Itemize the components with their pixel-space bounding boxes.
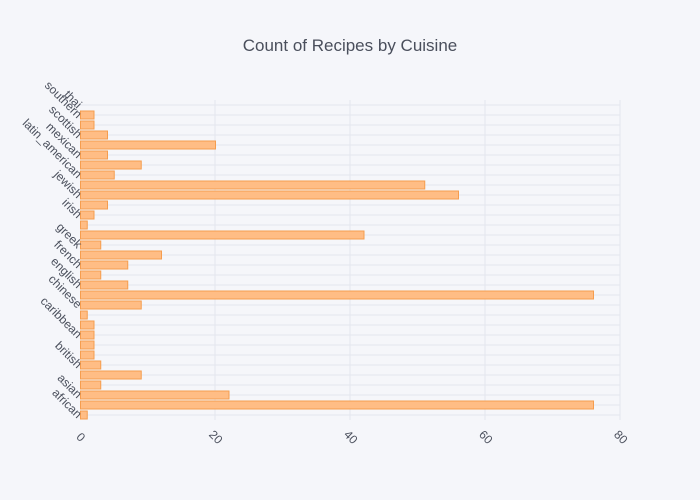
bar xyxy=(80,140,216,150)
y-tick-labels: africanasianbritishcaribbeanchineseengli… xyxy=(20,78,86,421)
bar xyxy=(80,240,102,250)
x-tick-label: 40 xyxy=(341,427,361,447)
bar xyxy=(80,370,142,380)
bar xyxy=(80,380,102,390)
bar xyxy=(80,270,102,280)
x-tick-label: 60 xyxy=(476,427,496,447)
bar xyxy=(80,280,129,290)
bar xyxy=(80,300,142,310)
bar xyxy=(80,120,95,130)
bar xyxy=(80,150,108,160)
y-tick-label: british xyxy=(52,339,85,372)
bar xyxy=(80,180,426,190)
bar xyxy=(80,390,230,400)
bar xyxy=(80,230,365,240)
bar xyxy=(80,310,88,320)
bar xyxy=(80,160,142,170)
x-tick-label: 20 xyxy=(206,427,226,447)
bar xyxy=(80,200,108,210)
bar xyxy=(80,220,88,230)
bar xyxy=(80,320,95,330)
bar xyxy=(80,190,459,200)
bar xyxy=(80,170,115,180)
bar xyxy=(80,350,95,360)
x-tick-label: 80 xyxy=(611,427,631,447)
bar xyxy=(80,330,95,340)
chart-title: Count of Recipes by Cuisine xyxy=(243,36,458,55)
bar xyxy=(80,110,95,120)
bar xyxy=(80,400,594,410)
bar xyxy=(80,340,95,350)
bar xyxy=(80,210,95,220)
x-tick-label: 0 xyxy=(74,430,89,445)
bar xyxy=(80,410,88,420)
bar xyxy=(80,260,129,270)
bar xyxy=(80,290,594,300)
bar xyxy=(80,250,162,260)
bar xyxy=(80,130,108,140)
x-tick-labels: 0 20 40 60 80 xyxy=(74,427,631,447)
bars xyxy=(80,110,594,420)
bar xyxy=(80,360,102,370)
